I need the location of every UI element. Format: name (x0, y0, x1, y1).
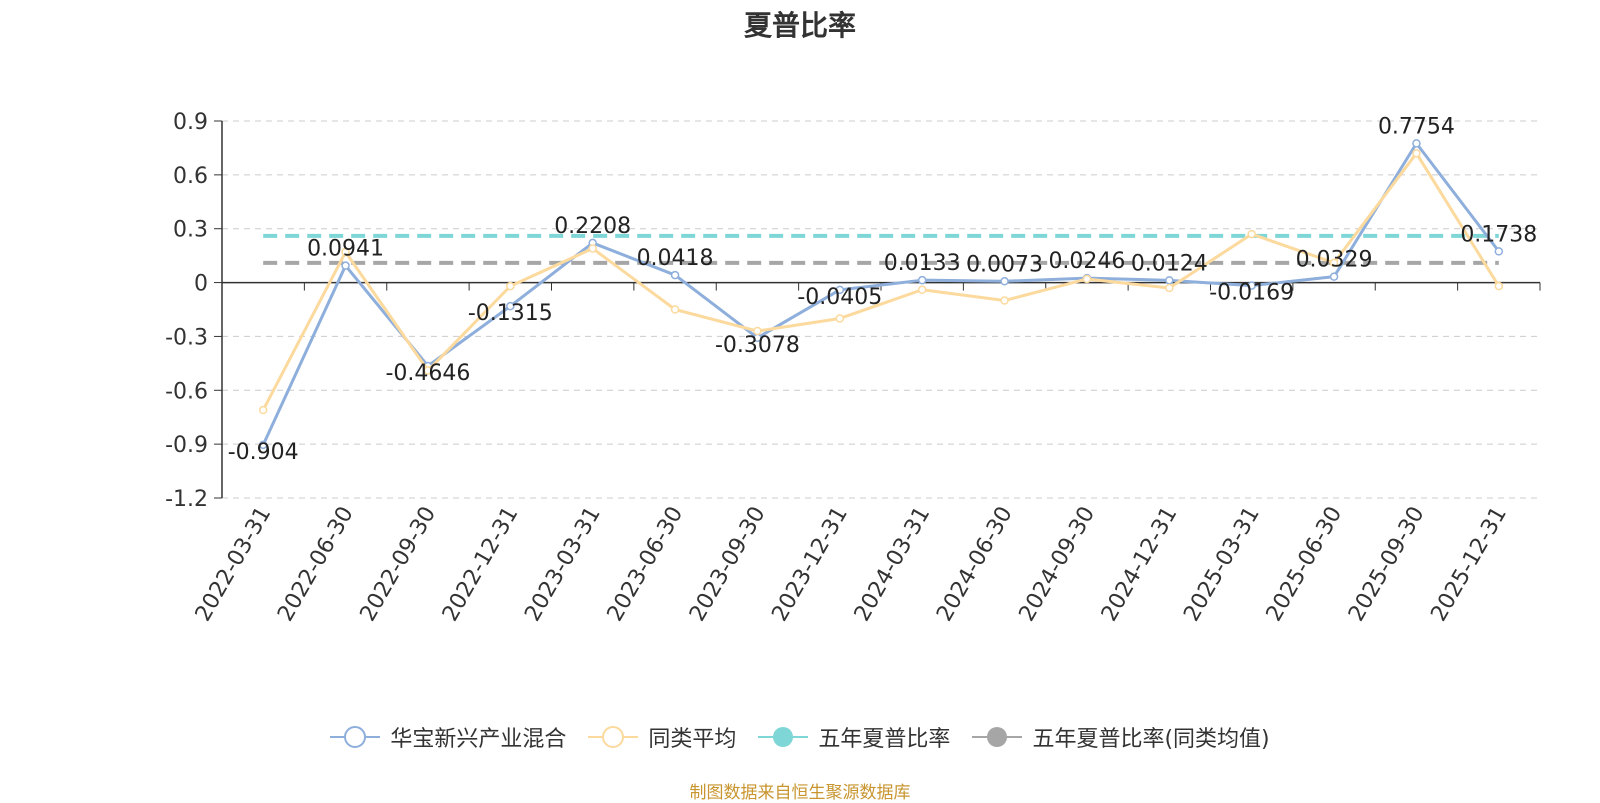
legend-label-five-year-sharpe-peer: 五年夏普比率(同类均值) (1032, 727, 1270, 752)
fund-data-point (1165, 276, 1174, 285)
fund-data-point (1000, 277, 1009, 286)
data-label: -0.1315 (468, 301, 553, 326)
x-tick-label: 2022-03-31 (191, 503, 277, 626)
peer-data-point (835, 314, 845, 323)
legend-label-fund: 华宝新兴产业混合 (390, 727, 567, 752)
x-tick-label: 2024-09-30 (1015, 503, 1101, 626)
y-tick-label: 0 (194, 272, 208, 297)
y-tick-label: 0.9 (173, 110, 208, 135)
fund-data-point (258, 440, 268, 450)
data-label: 0.0246 (1048, 249, 1125, 274)
peer-data-point (1329, 258, 1339, 268)
source-note: 制图数据来自恒生聚源数据库 (689, 783, 911, 803)
chart-title: 夏普比率 (743, 9, 856, 42)
fund-data-point (341, 261, 350, 270)
data-label: 0.0941 (307, 237, 384, 262)
peer-data-point (588, 244, 597, 253)
x-tick-label: 2023-12-31 (767, 503, 853, 626)
x-tick-label: 2022-06-30 (273, 503, 359, 626)
peer-data-point (917, 285, 927, 295)
data-label: 0.1738 (1460, 222, 1537, 247)
legend: 华宝新兴产业混合 同类平均 五年夏普比率 五年夏普比率(同类均值) (0, 722, 1600, 752)
x-tick-label: 2025-12-31 (1426, 503, 1512, 626)
fund-data-point (1412, 139, 1421, 148)
data-label: -0.0169 (1209, 281, 1294, 306)
x-tick-label: 2023-06-30 (603, 503, 689, 626)
peer-data-point (1165, 283, 1174, 293)
legend-line-dot-icon (758, 727, 809, 747)
y-tick-label: -1.2 (165, 487, 208, 512)
x-tick-label: 2024-03-31 (850, 503, 936, 626)
peer-data-point (506, 281, 515, 291)
peer-data-point (341, 247, 350, 257)
data-label: -0.904 (228, 440, 299, 465)
x-tick-label: 2025-06-30 (1262, 503, 1348, 626)
legend-line-circle-icon (330, 726, 381, 748)
data-label: 0.0418 (637, 246, 714, 271)
legend-label-peer-average: 同类平均 (648, 727, 737, 752)
y-tick-label: -0.3 (165, 325, 208, 350)
x-tick-label: 2024-12-31 (1097, 503, 1183, 626)
data-label: 0.0073 (966, 252, 1043, 277)
fund-data-point (1247, 281, 1256, 290)
legend-item-peer-average[interactable]: 同类平均 (588, 722, 736, 752)
fund-data-point (1329, 272, 1339, 281)
fund-data-point (670, 270, 680, 280)
y-tick-label: 0.3 (173, 218, 208, 243)
legend-line-circle-icon (588, 726, 639, 748)
x-tick-label: 2023-09-30 (685, 503, 771, 626)
legend-item-five-year-sharpe[interactable]: 五年夏普比率 (758, 722, 950, 752)
x-tick-label: 2022-09-30 (356, 503, 442, 626)
data-label: -0.3078 (715, 333, 800, 358)
legend-label-five-year-sharpe: 五年夏普比率 (818, 727, 951, 752)
fund-data-point (835, 285, 845, 295)
y-tick-label: -0.6 (165, 379, 208, 404)
peer-data-point (1000, 296, 1009, 305)
data-label: 0.0329 (1296, 248, 1373, 273)
peer-series-line (261, 151, 1501, 411)
data-label: 0.0124 (1131, 251, 1208, 276)
data-label: 0.0133 (884, 251, 961, 276)
x-tick-label: 2024-06-30 (932, 503, 1018, 626)
data-label: -0.0405 (797, 285, 882, 310)
legend-item-fund[interactable]: 华宝新兴产业混合 (330, 722, 566, 752)
peer-data-point (1247, 229, 1256, 239)
fund-data-point (917, 275, 927, 285)
peer-data-point (1082, 274, 1092, 284)
legend-item-five-year-sharpe-peer[interactable]: 五年夏普比率(同类均值) (972, 722, 1270, 752)
peer-data-point (753, 326, 762, 336)
fund-data-point (1494, 247, 1504, 256)
y-tick-label: -0.9 (165, 433, 208, 458)
peer-data-point (670, 305, 680, 314)
peer-data-point (258, 405, 268, 415)
data-label: 0.2208 (554, 214, 631, 239)
data-label: 0.7754 (1378, 114, 1455, 139)
peer-data-point (1412, 149, 1421, 158)
x-tick-label: 2025-09-30 (1344, 503, 1430, 626)
x-tick-label: 2025-03-31 (1179, 503, 1265, 626)
peer-data-point (423, 366, 433, 375)
x-tick-label: 2023-03-31 (520, 503, 606, 626)
legend-line-dot-icon (972, 727, 1023, 747)
data-label: -0.4646 (385, 361, 470, 386)
fund-data-point (506, 301, 515, 311)
peer-data-point (1494, 281, 1504, 291)
x-tick-label: 2022-12-31 (438, 503, 524, 626)
fund-series-line (261, 141, 1501, 446)
y-tick-label: 0.6 (173, 164, 208, 189)
